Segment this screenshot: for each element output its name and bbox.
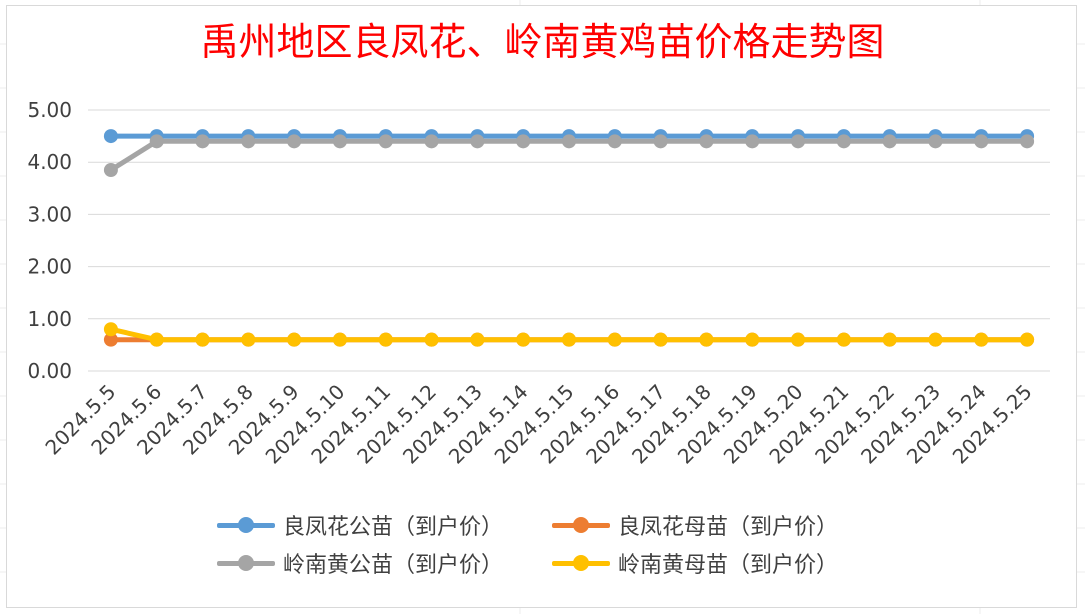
data-point[interactable] [103,322,118,337]
data-point[interactable] [424,134,439,149]
data-point[interactable] [745,332,760,347]
data-point[interactable] [1020,134,1035,149]
data-point[interactable] [103,129,118,144]
y-tick-label: 4.00 [27,150,72,174]
chart-title: 禹州地区良凤花、岭南黄鸡苗价格走势图 [200,20,885,64]
data-point[interactable] [149,134,164,149]
data-point[interactable] [516,332,531,347]
legend-swatch-icon [550,550,612,576]
data-point[interactable] [791,332,806,347]
data-point[interactable] [378,134,393,149]
legend-swatch-icon [215,550,277,576]
data-point[interactable] [287,134,302,149]
legend-swatch-icon [215,512,277,538]
data-point[interactable] [562,332,576,347]
data-point[interactable] [149,332,164,347]
data-point[interactable] [516,134,531,149]
data-point[interactable] [562,134,576,149]
data-point[interactable] [195,134,210,149]
data-point[interactable] [745,134,760,149]
legend-item: 岭南黄母苗（到户价） [550,550,885,578]
data-point[interactable] [928,332,943,347]
legend-item: 良凤花公苗（到户价） [215,512,550,540]
data-point[interactable] [699,332,714,347]
data-point[interactable] [607,332,622,347]
legend-label: 良凤花母苗（到户价） [618,515,839,540]
data-point[interactable] [470,134,485,149]
legend-item: 良凤花母苗（到户价） [550,512,885,540]
data-point[interactable] [103,332,118,347]
legend-label: 良凤花公苗（到户价） [283,515,504,540]
legend-label: 岭南黄母苗（到户价） [618,553,839,578]
data-point[interactable] [836,332,851,347]
data-point[interactable] [287,332,302,347]
data-point[interactable] [699,134,714,149]
chart-legend: 良凤花公苗（到户价） 良凤花母苗（到户价） 岭南黄公苗（到户价） 岭南黄母苗（到… [215,512,895,578]
data-point[interactable] [424,332,439,347]
legend-item: 岭南黄公苗（到户价） [215,550,550,578]
y-tick-label: 3.00 [27,202,72,226]
data-point[interactable] [653,332,668,347]
data-point[interactable] [836,134,851,149]
data-point[interactable] [195,332,210,347]
data-point[interactable] [653,134,668,149]
data-point[interactable] [332,134,347,149]
legend-label: 岭南黄公苗（到户价） [283,553,504,578]
data-point[interactable] [241,134,256,149]
y-tick-label: 2.00 [27,255,72,279]
y-tick-label: 5.00 [27,98,72,122]
y-tick-label: 0.00 [27,359,72,383]
data-point[interactable] [378,332,393,347]
data-point[interactable] [103,163,118,178]
data-point[interactable] [974,134,989,149]
data-point[interactable] [1020,332,1035,347]
legend-swatch-icon [550,512,612,538]
data-point[interactable] [470,332,485,347]
y-tick-label: 1.00 [27,307,72,331]
data-point[interactable] [607,134,622,149]
data-point[interactable] [332,332,347,347]
data-point[interactable] [882,332,897,347]
data-point[interactable] [241,332,256,347]
data-point[interactable] [791,134,806,149]
data-point[interactable] [974,332,989,347]
data-point[interactable] [882,134,897,149]
data-point[interactable] [928,134,943,149]
chart-area[interactable] [6,5,1077,608]
